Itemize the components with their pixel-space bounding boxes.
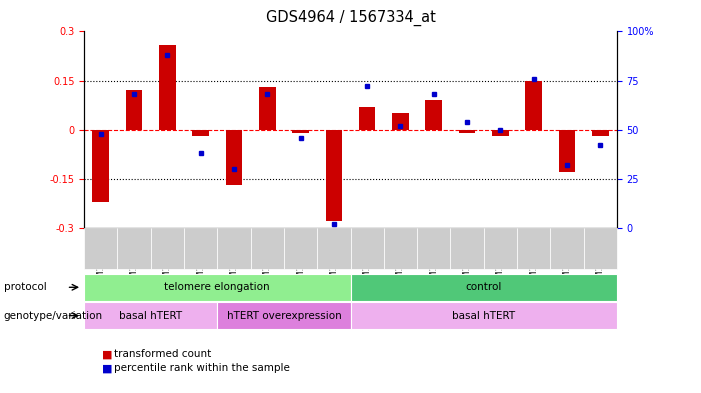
Bar bbox=[259, 87, 275, 130]
Bar bbox=[325, 130, 342, 221]
Text: hTERT overexpression: hTERT overexpression bbox=[226, 310, 341, 321]
Text: protocol: protocol bbox=[4, 282, 46, 292]
Bar bbox=[359, 107, 376, 130]
Text: transformed count: transformed count bbox=[114, 349, 211, 360]
Bar bbox=[392, 113, 409, 130]
Text: percentile rank within the sample: percentile rank within the sample bbox=[114, 363, 290, 373]
Bar bbox=[226, 130, 243, 185]
Text: control: control bbox=[465, 282, 502, 292]
Text: basal hTERT: basal hTERT bbox=[119, 310, 182, 321]
Text: telomere elongation: telomere elongation bbox=[165, 282, 270, 292]
Bar bbox=[159, 44, 176, 130]
Bar bbox=[559, 130, 576, 172]
Text: genotype/variation: genotype/variation bbox=[4, 310, 102, 321]
Bar bbox=[192, 130, 209, 136]
Text: ■: ■ bbox=[102, 363, 112, 373]
Bar bbox=[492, 130, 509, 136]
Text: ■: ■ bbox=[102, 349, 112, 360]
Bar bbox=[292, 130, 309, 133]
Text: basal hTERT: basal hTERT bbox=[452, 310, 515, 321]
Text: GDS4964 / 1567334_at: GDS4964 / 1567334_at bbox=[266, 10, 435, 26]
Bar bbox=[426, 100, 442, 130]
Bar bbox=[93, 130, 109, 202]
Bar bbox=[125, 90, 142, 130]
Bar bbox=[525, 81, 542, 130]
Bar bbox=[458, 130, 475, 133]
Bar bbox=[592, 130, 608, 136]
